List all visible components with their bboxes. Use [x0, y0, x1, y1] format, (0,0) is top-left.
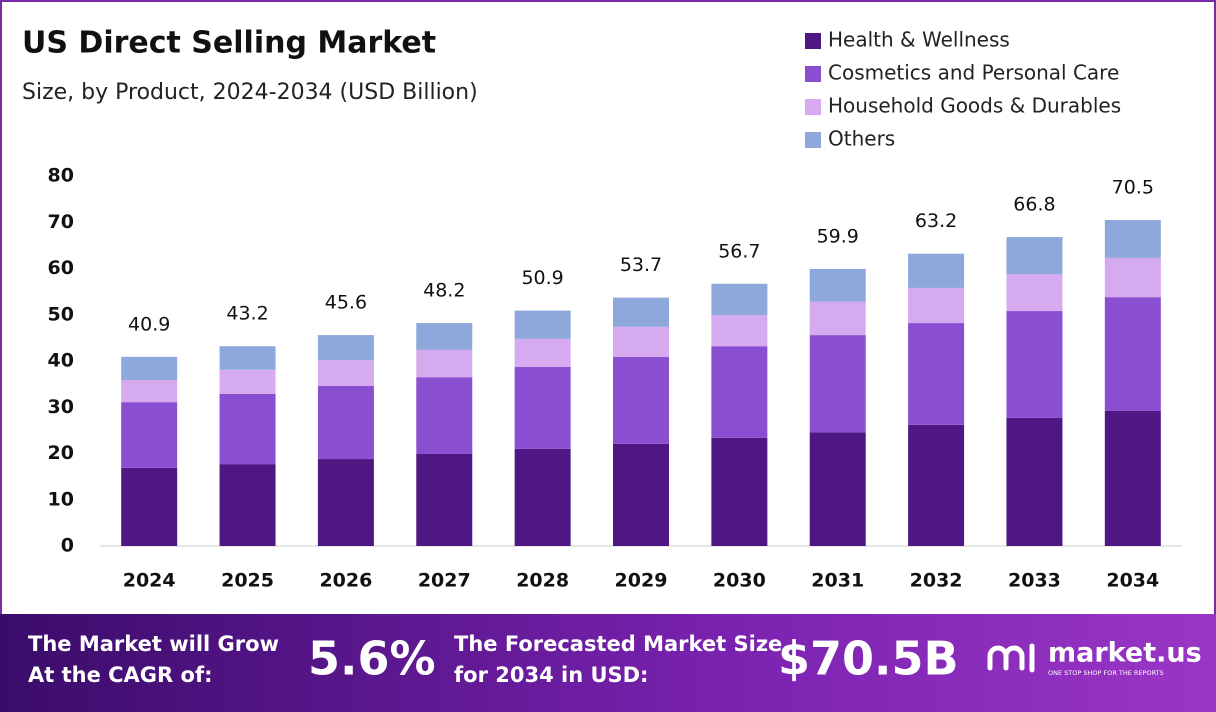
total-label: 48.2 [423, 280, 465, 302]
bar-segment [711, 437, 768, 546]
legend-swatch [805, 66, 821, 82]
bar-segment [514, 367, 571, 449]
bar-segment [1006, 417, 1063, 546]
bar-segment [317, 360, 374, 386]
bar-segment [711, 283, 768, 316]
bar-segment [908, 323, 965, 425]
x-tick-label: 2026 [319, 570, 372, 592]
bar-segment [809, 432, 866, 546]
bar-segment [121, 467, 178, 546]
total-label: 66.8 [1013, 194, 1055, 216]
total-label: 50.9 [521, 267, 563, 289]
bar-segment [416, 349, 473, 378]
y-tick-label: 80 [48, 165, 74, 187]
bar-segment [219, 346, 276, 370]
bar-segment [809, 301, 866, 336]
x-tick-label: 2027 [418, 570, 471, 592]
bar-segment [1006, 311, 1063, 418]
bar-segment [1104, 297, 1161, 411]
bar-segment [416, 377, 473, 454]
bar-segment [416, 323, 473, 350]
x-tick-label: 2028 [516, 570, 569, 592]
bar-segment [613, 297, 669, 327]
x-tick-label: 2024 [123, 570, 176, 592]
bar-segment [711, 346, 768, 438]
legend-label: Others [828, 127, 895, 151]
bar-segment [613, 356, 669, 444]
x-tick-label: 2033 [1008, 570, 1061, 592]
bar-segment [1006, 237, 1063, 275]
bar-segment [317, 459, 374, 546]
chart-title: US Direct Selling Market [22, 26, 436, 61]
bar-segment [1006, 274, 1063, 312]
legend-label: Household Goods & Durables [828, 94, 1121, 118]
bar-segment [1104, 257, 1161, 298]
bar-segment [416, 453, 473, 546]
bar-segment [908, 287, 965, 324]
bar-segment [514, 448, 571, 546]
total-label: 43.2 [226, 303, 268, 325]
y-tick-label: 70 [48, 211, 74, 233]
bar-segment [514, 338, 571, 368]
bar-segment [219, 369, 276, 394]
bar-segment [1104, 410, 1161, 546]
legend-swatch [805, 33, 821, 49]
forecast-value: $70.5B [778, 632, 959, 686]
logo-icon [987, 643, 1035, 673]
y-tick-label: 30 [48, 396, 74, 418]
bar-segment [317, 385, 374, 460]
x-tick-label: 2034 [1106, 570, 1159, 592]
y-tick-label: 20 [48, 442, 74, 464]
legend-swatch [805, 132, 821, 148]
bar-segment [121, 379, 178, 403]
bar-segment [121, 402, 178, 468]
bar-segment [317, 335, 374, 361]
bar-segment [219, 393, 276, 465]
y-tick-label: 10 [48, 488, 74, 510]
cagr-text: The Market will Grow At the CAGR of: [28, 632, 279, 687]
total-label: 70.5 [1112, 176, 1154, 198]
total-label: 45.6 [325, 292, 367, 314]
x-tick-label: 2025 [221, 570, 274, 592]
forecast-text: The Forecasted Market Size for 2034 in US… [454, 632, 782, 687]
bar-segment [711, 315, 768, 347]
total-label: 59.9 [817, 225, 859, 247]
x-tick-label: 2029 [615, 570, 668, 592]
y-tick-label: 0 [61, 535, 74, 557]
y-tick-label: 40 [48, 350, 74, 372]
bar-segment [613, 326, 669, 357]
x-tick-label: 2030 [713, 570, 766, 592]
legend-swatch [805, 99, 821, 115]
tagline: ONE STOP SHOP FOR THE REPORTS [1048, 669, 1164, 677]
bar-segment [121, 356, 178, 380]
y-tick-label: 60 [48, 257, 74, 279]
legend-label: Cosmetics and Personal Care [828, 61, 1119, 85]
y-tick-label: 50 [48, 303, 74, 325]
cagr-value: 5.6% [308, 632, 436, 686]
brand: market.us [1048, 638, 1202, 669]
total-label: 40.9 [128, 313, 170, 335]
x-tick-label: 2031 [811, 570, 864, 592]
total-label: 53.7 [620, 254, 662, 276]
bar-segment [1104, 219, 1161, 258]
bar-segment [809, 335, 866, 433]
bar-segment [809, 268, 866, 302]
bar-segment [908, 424, 965, 546]
total-label: 56.7 [718, 240, 760, 262]
bar-segment [613, 443, 669, 546]
bar-segment [514, 310, 571, 339]
footer-banner [0, 614, 1216, 712]
chart-subtitle: Size, by Product, 2024-2034 (USD Billion… [22, 80, 478, 105]
total-label: 63.2 [915, 210, 957, 232]
bar-segment [219, 464, 276, 546]
x-tick-label: 2032 [910, 570, 963, 592]
legend-label: Health & Wellness [828, 28, 1010, 52]
bar-segment [908, 253, 965, 288]
